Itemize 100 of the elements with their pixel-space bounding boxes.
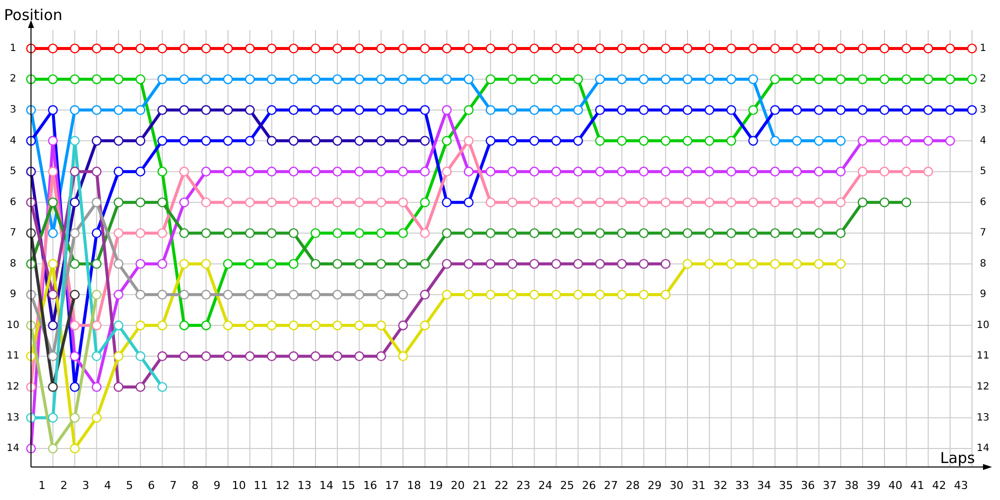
- point: [551, 258, 562, 269]
- point: [704, 74, 714, 84]
- point: [508, 74, 518, 84]
- point: [354, 197, 364, 208]
- point: [223, 44, 233, 54]
- point: [157, 44, 168, 54]
- y2-tick-label: 4: [980, 135, 986, 146]
- point: [836, 74, 846, 84]
- point: [529, 197, 540, 208]
- point: [136, 74, 146, 84]
- x-tick-label: 6: [148, 479, 155, 492]
- point: [288, 320, 299, 330]
- point: [508, 44, 518, 54]
- point: [398, 258, 408, 269]
- point: [726, 166, 736, 176]
- x-tick-label: 21: [472, 479, 487, 492]
- x-tick-label: 13: [298, 479, 312, 492]
- point: [48, 412, 58, 423]
- point: [464, 74, 474, 84]
- point: [682, 197, 692, 208]
- point: [310, 351, 320, 362]
- point: [223, 136, 233, 146]
- y-tick-label: 11: [6, 350, 20, 362]
- point: [114, 320, 124, 330]
- point: [726, 105, 736, 115]
- point: [901, 44, 912, 54]
- point: [288, 290, 299, 300]
- point: [814, 197, 824, 208]
- point: [682, 105, 692, 115]
- point: [223, 166, 233, 176]
- point: [770, 74, 780, 84]
- point: [288, 197, 299, 208]
- point: [638, 105, 649, 115]
- point: [332, 105, 342, 115]
- y-tick-label: 3: [10, 104, 16, 116]
- point: [792, 197, 802, 208]
- point: [114, 258, 124, 269]
- point: [660, 290, 671, 300]
- point: [464, 258, 474, 269]
- point: [70, 444, 80, 454]
- point: [442, 228, 452, 238]
- point: [398, 351, 408, 362]
- point: [70, 258, 80, 269]
- point: [223, 105, 233, 115]
- point: [70, 412, 80, 423]
- point: [376, 166, 386, 176]
- point: [464, 290, 474, 300]
- point: [266, 105, 277, 115]
- point: [814, 258, 824, 269]
- x-tick-label: 19: [428, 479, 443, 492]
- point: [704, 105, 714, 115]
- point: [114, 74, 124, 84]
- x-tick-label: 39: [866, 479, 881, 492]
- point: [836, 197, 846, 208]
- point: [508, 228, 518, 238]
- point: [616, 166, 627, 176]
- point: [201, 166, 211, 176]
- point: [48, 290, 58, 300]
- point: [223, 351, 233, 362]
- point: [398, 105, 408, 115]
- point: [266, 44, 277, 54]
- point: [529, 228, 540, 238]
- point: [704, 44, 714, 54]
- point: [880, 166, 890, 176]
- point: [48, 351, 58, 362]
- point: [573, 74, 583, 84]
- point: [660, 136, 671, 146]
- point: [48, 258, 58, 269]
- point: [616, 105, 627, 115]
- point: [354, 320, 364, 330]
- point: [201, 74, 211, 84]
- point: [551, 136, 562, 146]
- point: [682, 44, 692, 54]
- point: [880, 136, 890, 146]
- point: [814, 136, 824, 146]
- point: [486, 228, 496, 238]
- x-tick-label: 10: [232, 479, 246, 492]
- point: [288, 166, 299, 176]
- point: [616, 258, 627, 269]
- point: [836, 136, 846, 146]
- point: [157, 74, 168, 84]
- point: [660, 44, 671, 54]
- point: [398, 320, 408, 330]
- point: [354, 351, 364, 362]
- point: [726, 74, 736, 84]
- point: [442, 74, 452, 84]
- point: [660, 197, 671, 208]
- y2-tick-label: 6: [980, 196, 986, 208]
- x-tick-label: 9: [214, 479, 221, 492]
- point: [288, 74, 299, 84]
- point: [136, 105, 146, 115]
- x-tick-label: 31: [691, 479, 706, 492]
- y-tick-label: 14: [6, 443, 20, 454]
- point: [332, 44, 342, 54]
- x-tick-label: 5: [126, 479, 133, 492]
- point: [354, 136, 364, 146]
- point: [157, 320, 168, 330]
- point: [288, 105, 299, 115]
- point: [901, 136, 912, 146]
- y2-tick-label: 10: [976, 320, 990, 331]
